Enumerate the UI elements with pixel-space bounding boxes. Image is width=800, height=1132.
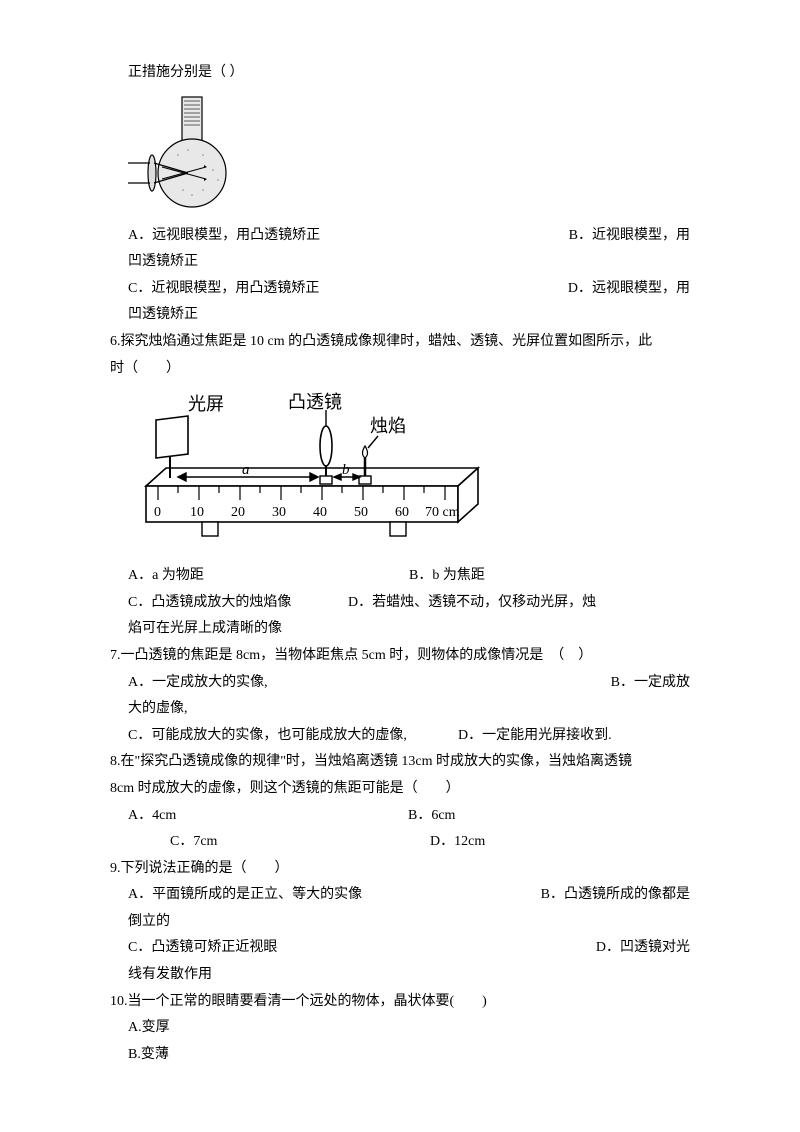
q5-opt-b2: 凹透镜矫正 [110,249,690,276]
q5-opt-c: C．近视眼模型，用凸透镜矫正 [128,276,568,303]
label-screen: 光屏 [188,394,224,414]
q9-opt-b2: 倒立的 [110,909,690,936]
q9-stem: 9.下列说法正确的是（ ） [110,856,690,883]
q10-stem: 10.当一个正常的眼睛要看清一个远处的物体，晶状体要( ) [110,989,690,1016]
q6-opt-a: A．a 为物距 [128,563,409,590]
q5-opt-d: D．远视眼模型，用 [568,276,690,303]
q6-bench-diagram: 光屏 凸透镜 烛焰 [128,390,690,555]
q9-opt-c: C．凸透镜可矫正近视眼 [128,935,596,962]
svg-text:b: b [342,462,350,478]
q8-stem-2: 8cm 时成放大的虚像，则这个透镜的焦距可能是（ ） [110,776,690,803]
q5-opt-a: A．远视眼模型，用凸透镜矫正 [128,223,569,250]
q7-stem: 7.一凸透镜的焦距是 8cm，当物体距焦点 5cm 时，则物体的成像情况是 （ … [110,643,690,670]
svg-text:30: 30 [272,505,286,520]
q9-opt-a: A．平面镜所成的是正立、等大的实像 [128,882,541,909]
q8-stem-1: 8.在"探究凸透镜成像的规律"时，当烛焰离透镜 13cm 时成放大的实像，当烛焰… [110,749,690,776]
q7-opt-b2: 大的虚像, [110,696,690,723]
svg-text:20: 20 [231,505,245,520]
svg-text:0: 0 [154,505,161,520]
q5-opt-b: B．近视眼模型，用 [569,223,690,250]
svg-text:a: a [242,462,250,478]
q10-opt-a: A.变厚 [110,1015,690,1042]
q5-stem: 正措施分别是（ ） [110,60,690,87]
q6-opt-d: D．若蜡烛、透镜不动，仅移动光屏，烛 [348,590,690,617]
svg-text:70 cm: 70 cm [425,505,460,520]
label-lens: 凸透镜 [288,392,342,412]
svg-text:40: 40 [313,505,327,520]
q9-opt-d2: 线有发散作用 [110,962,690,989]
q8-opt-d: D．12cm [430,829,690,856]
q6-stem-1: 6.探究烛焰通过焦距是 10 cm 的凸透镜成像规律时，蜡烛、透镜、光屏位置如图… [110,329,690,356]
svg-text:60: 60 [395,505,409,520]
q6-opt-c: C．凸透镜成放大的烛焰像 [128,590,348,617]
q5-eye-diagram [128,95,690,215]
q7-opt-b: B．一定成放 [611,670,690,697]
q6-opt-d2: 焰可在光屏上成清晰的像 [110,616,690,643]
q8-opt-c: C．7cm [110,829,430,856]
q8-opt-a: A．4cm [128,803,408,830]
q6-stem-2: 时（ ） [110,356,690,383]
q7-opt-a: A．一定成放大的实像, [128,670,611,697]
q10-opt-b: B.变薄 [110,1042,690,1069]
q5-opt-d2: 凹透镜矫正 [110,302,690,329]
q8-opt-b: B．6cm [408,803,690,830]
q7-opt-d: D．一定能用光屏接收到. [458,723,690,750]
svg-text:10: 10 [190,505,204,520]
q9-opt-d: D．凹透镜对光 [596,935,690,962]
svg-text:50: 50 [354,505,368,520]
q6-opt-b: B．b 为焦距 [409,563,690,590]
label-flame: 烛焰 [370,416,406,436]
q9-opt-b: B．凸透镜所成的像都是 [541,882,690,909]
q7-opt-c: C．可能成放大的实像，也可能成放大的虚像, [128,723,458,750]
